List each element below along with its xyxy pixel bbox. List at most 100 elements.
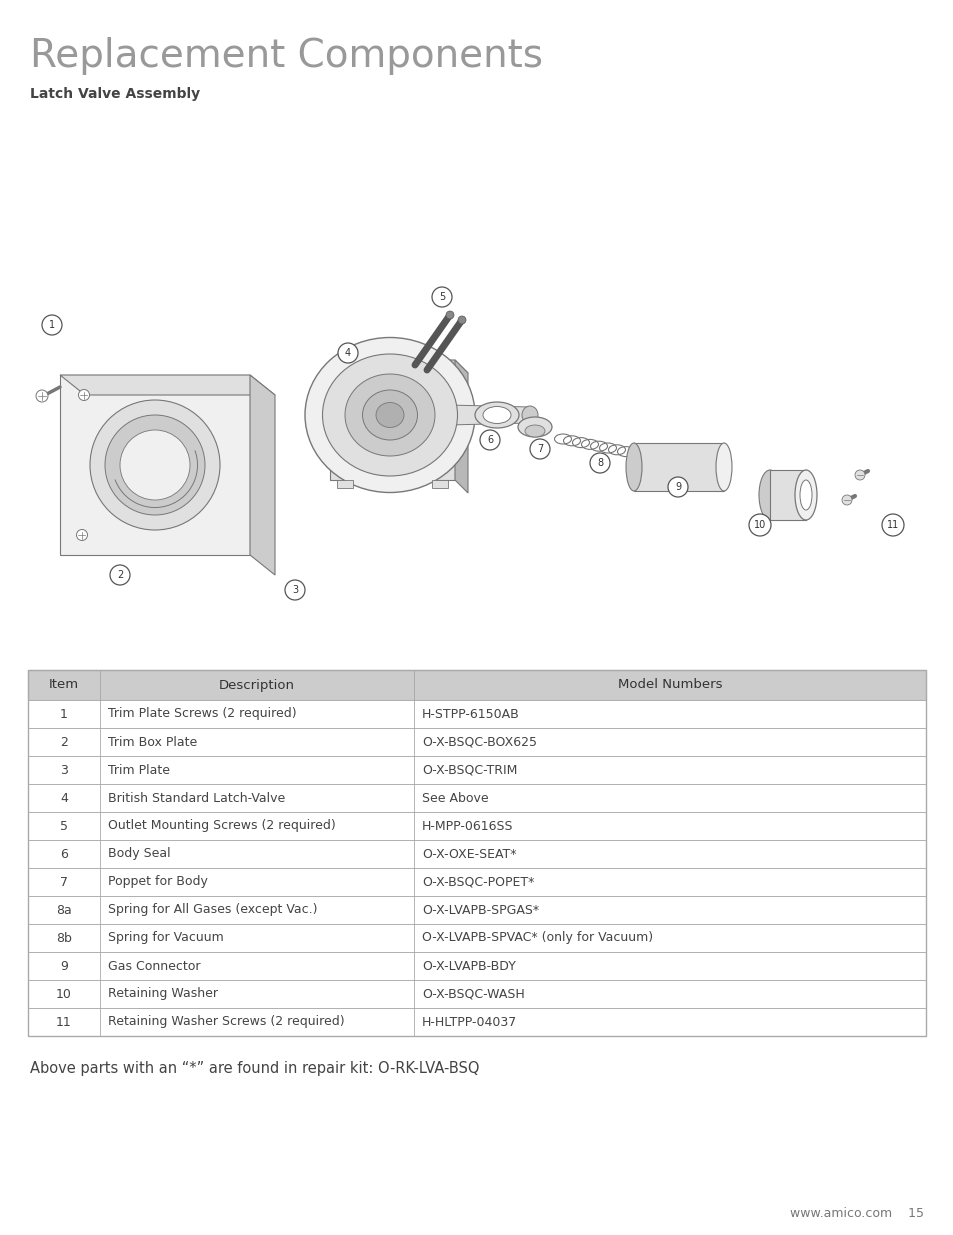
Text: 9: 9 <box>674 482 680 492</box>
Text: 2: 2 <box>117 571 123 580</box>
Circle shape <box>337 343 357 363</box>
Text: Spring for All Gases (except Vac.): Spring for All Gases (except Vac.) <box>108 904 317 916</box>
Text: 10: 10 <box>56 988 71 1000</box>
Text: Poppet for Body: Poppet for Body <box>108 876 208 888</box>
Text: H-STPP-6150AB: H-STPP-6150AB <box>421 708 519 720</box>
Text: Outlet Mounting Screws (2 required): Outlet Mounting Screws (2 required) <box>108 820 335 832</box>
Text: Model Numbers: Model Numbers <box>618 678 721 692</box>
Text: 3: 3 <box>60 763 68 777</box>
Polygon shape <box>330 359 455 480</box>
Ellipse shape <box>716 443 731 492</box>
Circle shape <box>882 514 903 536</box>
Bar <box>28 924 925 952</box>
Ellipse shape <box>517 417 552 437</box>
Ellipse shape <box>794 471 816 520</box>
Ellipse shape <box>345 374 435 456</box>
Text: Description: Description <box>219 678 294 692</box>
Text: Body Seal: Body Seal <box>108 847 171 861</box>
Text: O-X-BSQC-BOX625: O-X-BSQC-BOX625 <box>421 736 537 748</box>
Circle shape <box>42 315 62 335</box>
Text: O-X-LVAPB-SPVAC* (only for Vacuum): O-X-LVAPB-SPVAC* (only for Vacuum) <box>421 931 653 945</box>
Circle shape <box>667 477 687 496</box>
Text: 7: 7 <box>60 876 68 888</box>
Text: 2: 2 <box>60 736 68 748</box>
Bar <box>28 1008 925 1036</box>
Text: 4: 4 <box>345 348 351 358</box>
Polygon shape <box>250 375 274 576</box>
Text: H-MPP-0616SS: H-MPP-0616SS <box>421 820 513 832</box>
Text: 8b: 8b <box>56 931 71 945</box>
Text: O-X-OXE-SEAT*: O-X-OXE-SEAT* <box>421 847 517 861</box>
Text: 1: 1 <box>49 320 55 330</box>
Ellipse shape <box>375 403 403 427</box>
Polygon shape <box>60 375 274 395</box>
Polygon shape <box>634 443 723 492</box>
Circle shape <box>432 287 452 308</box>
Bar <box>28 952 925 981</box>
Ellipse shape <box>105 415 205 515</box>
Text: 9: 9 <box>60 960 68 972</box>
Polygon shape <box>432 480 448 488</box>
Text: 5: 5 <box>60 820 68 832</box>
Ellipse shape <box>759 471 781 520</box>
Text: Retaining Washer Screws (2 required): Retaining Washer Screws (2 required) <box>108 1015 344 1029</box>
Circle shape <box>285 580 305 600</box>
Ellipse shape <box>322 354 457 475</box>
Bar <box>28 811 925 840</box>
Circle shape <box>110 564 130 585</box>
Polygon shape <box>769 471 805 520</box>
Bar <box>28 840 925 868</box>
Text: 11: 11 <box>56 1015 71 1029</box>
Text: 8: 8 <box>597 458 602 468</box>
Text: 3: 3 <box>292 585 297 595</box>
Text: Above parts with an “*” are found in repair kit: O-RK-LVA-BSQ: Above parts with an “*” are found in rep… <box>30 1061 479 1076</box>
Circle shape <box>457 316 465 324</box>
Ellipse shape <box>521 406 537 424</box>
Ellipse shape <box>625 443 641 492</box>
Circle shape <box>76 530 88 541</box>
Text: 6: 6 <box>60 847 68 861</box>
Text: 1: 1 <box>60 708 68 720</box>
Text: Gas Connector: Gas Connector <box>108 960 200 972</box>
Bar <box>28 756 925 784</box>
Bar <box>28 897 925 924</box>
Bar <box>28 671 925 700</box>
Text: Retaining Washer: Retaining Washer <box>108 988 217 1000</box>
Text: O-X-BSQC-WASH: O-X-BSQC-WASH <box>421 988 524 1000</box>
Polygon shape <box>330 359 468 373</box>
Text: Item: Item <box>49 678 79 692</box>
Polygon shape <box>448 405 530 425</box>
Text: See Above: See Above <box>421 792 488 804</box>
Bar <box>28 981 925 1008</box>
Circle shape <box>854 471 864 480</box>
Text: www.amico.com    15: www.amico.com 15 <box>789 1207 923 1220</box>
Text: O-X-BSQC-POPET*: O-X-BSQC-POPET* <box>421 876 534 888</box>
Ellipse shape <box>90 400 220 530</box>
Circle shape <box>530 438 550 459</box>
Bar <box>28 727 925 756</box>
Ellipse shape <box>362 390 417 440</box>
Ellipse shape <box>482 406 511 424</box>
Bar <box>28 700 925 727</box>
Circle shape <box>589 453 609 473</box>
Text: Trim Plate: Trim Plate <box>108 763 170 777</box>
Polygon shape <box>455 359 468 493</box>
Circle shape <box>78 389 90 400</box>
Text: O-X-LVAPB-SPGAS*: O-X-LVAPB-SPGAS* <box>421 904 538 916</box>
Bar <box>28 784 925 811</box>
Text: 7: 7 <box>537 445 542 454</box>
Text: O-X-BSQC-TRIM: O-X-BSQC-TRIM <box>421 763 517 777</box>
Text: 5: 5 <box>438 291 445 303</box>
Ellipse shape <box>800 480 811 510</box>
Polygon shape <box>336 480 353 488</box>
Ellipse shape <box>524 425 544 437</box>
Text: 11: 11 <box>886 520 898 530</box>
Text: O-X-LVAPB-BDY: O-X-LVAPB-BDY <box>421 960 516 972</box>
Ellipse shape <box>305 337 475 493</box>
Polygon shape <box>60 375 250 555</box>
Text: Trim Box Plate: Trim Box Plate <box>108 736 197 748</box>
Circle shape <box>479 430 499 450</box>
Circle shape <box>36 390 48 403</box>
Text: Spring for Vacuum: Spring for Vacuum <box>108 931 223 945</box>
Bar <box>28 868 925 897</box>
